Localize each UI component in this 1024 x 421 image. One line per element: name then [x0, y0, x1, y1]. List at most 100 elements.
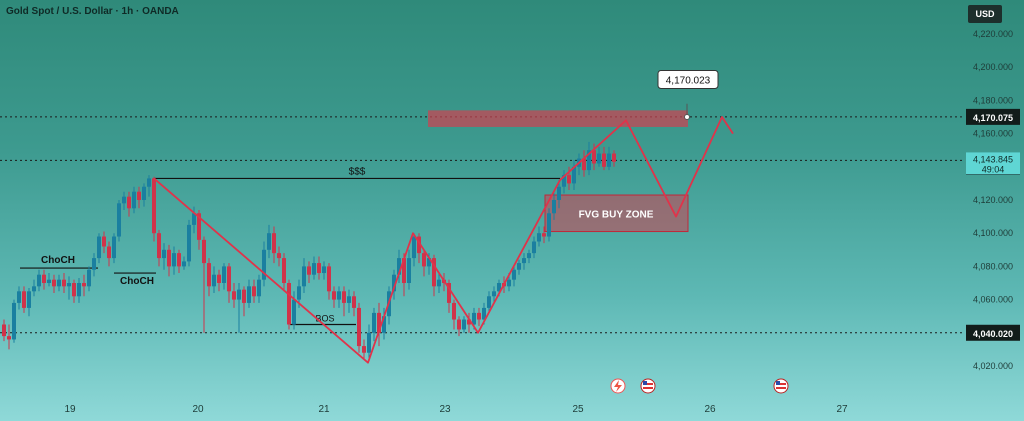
candle-body[interactable] [252, 286, 256, 297]
candle-body[interactable] [192, 213, 196, 225]
candle-body[interactable] [397, 258, 401, 275]
candle-body[interactable] [512, 269, 516, 280]
candle-body[interactable] [427, 258, 431, 267]
candle-body[interactable] [557, 186, 561, 200]
candle-body[interactable] [47, 279, 51, 283]
candle-body[interactable] [462, 319, 466, 330]
candle-body[interactable] [322, 266, 326, 274]
candle-body[interactable] [402, 258, 406, 283]
candle-body[interactable] [77, 283, 81, 297]
candle-body[interactable] [2, 324, 6, 337]
candle-body[interactable] [157, 233, 161, 259]
candle-body[interactable] [317, 263, 321, 274]
candle-body[interactable] [52, 279, 56, 287]
candle-body[interactable] [257, 279, 261, 297]
candle-body[interactable] [7, 336, 11, 340]
candle-body[interactable] [477, 312, 481, 320]
candle-body[interactable] [307, 266, 311, 275]
candle-body[interactable] [107, 246, 111, 259]
candle-body[interactable] [292, 299, 296, 325]
candle-body[interactable] [17, 291, 21, 303]
candle-body[interactable] [12, 302, 16, 340]
candle-body[interactable] [297, 286, 301, 300]
candle-body[interactable] [452, 302, 456, 320]
candle-body[interactable] [372, 312, 376, 333]
candle-body[interactable] [342, 291, 346, 303]
candle-body[interactable] [367, 332, 371, 353]
candle-body[interactable] [212, 274, 216, 287]
candle-body[interactable] [242, 289, 246, 303]
candle-body[interactable] [562, 175, 566, 187]
candle-body[interactable] [517, 263, 521, 270]
candle-body[interactable] [102, 236, 106, 247]
candle-body[interactable] [432, 258, 436, 287]
candle-body[interactable] [457, 319, 461, 330]
candle-body[interactable] [537, 233, 541, 242]
candle-body[interactable] [217, 274, 221, 283]
candle-body[interactable] [62, 279, 66, 287]
candle-body[interactable] [32, 286, 36, 292]
candle-body[interactable] [187, 224, 191, 262]
currency-badge[interactable]: USD [968, 5, 1002, 23]
candle-body[interactable] [287, 283, 291, 325]
candle-body[interactable] [197, 213, 201, 240]
candle-body[interactable] [222, 266, 226, 283]
candle-body[interactable] [332, 291, 336, 300]
candle-body[interactable] [492, 291, 496, 297]
candle-body[interactable] [357, 307, 361, 347]
candle-body[interactable] [327, 266, 331, 292]
candle-body[interactable] [207, 263, 211, 287]
candle-body[interactable] [547, 213, 551, 237]
candle-body[interactable] [337, 291, 341, 300]
candle-body[interactable] [532, 241, 536, 254]
candle-body[interactable] [437, 279, 441, 287]
candle-body[interactable] [277, 253, 281, 259]
candle-body[interactable] [22, 291, 26, 308]
candle-body[interactable] [177, 253, 181, 267]
candle-body[interactable] [467, 319, 471, 325]
candle-body[interactable] [167, 249, 171, 267]
candle-body[interactable] [237, 289, 241, 300]
candle-body[interactable] [122, 196, 126, 204]
candle-body[interactable] [232, 291, 236, 300]
candle-body[interactable] [57, 279, 61, 287]
candle-body[interactable] [392, 274, 396, 292]
candle-body[interactable] [152, 178, 156, 234]
candle-body[interactable] [377, 312, 381, 333]
candle-body[interactable] [27, 291, 31, 308]
candle-body[interactable] [132, 191, 136, 209]
candle-body[interactable] [92, 258, 96, 270]
candle-body[interactable] [267, 233, 271, 250]
candle-body[interactable] [597, 153, 601, 164]
candle-body[interactable] [87, 269, 91, 287]
candle-body[interactable] [412, 236, 416, 259]
candle-body[interactable] [417, 236, 421, 254]
candle-body[interactable] [162, 249, 166, 259]
candle-body[interactable] [227, 266, 231, 292]
candle-body[interactable] [137, 191, 141, 200]
candle-body[interactable] [567, 175, 571, 184]
target-callout[interactable] [657, 70, 719, 90]
candle-body[interactable] [527, 253, 531, 259]
candle-body[interactable] [147, 178, 151, 187]
candle-body[interactable] [352, 296, 356, 308]
candle-body[interactable] [552, 200, 556, 214]
candle-body[interactable] [507, 279, 511, 287]
candle-body[interactable] [312, 263, 316, 275]
candle-body[interactable] [262, 249, 266, 280]
candle-body[interactable] [67, 283, 71, 287]
candle-body[interactable] [247, 286, 251, 303]
candle-body[interactable] [182, 261, 186, 267]
candle-body[interactable] [42, 274, 46, 283]
candle-body[interactable] [497, 283, 501, 292]
candle-body[interactable] [37, 274, 41, 287]
candle-body[interactable] [282, 258, 286, 283]
candle-body[interactable] [407, 258, 411, 283]
candle-body[interactable] [202, 239, 206, 264]
candle-body[interactable] [607, 153, 611, 167]
candle-body[interactable] [472, 312, 476, 325]
candle-body[interactable] [127, 196, 131, 209]
candle-body[interactable] [347, 296, 351, 303]
